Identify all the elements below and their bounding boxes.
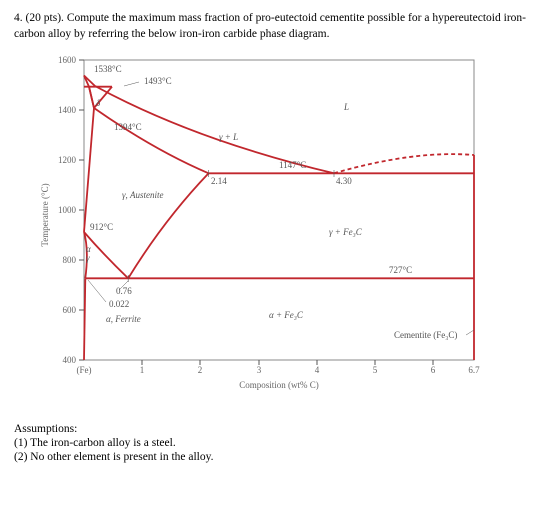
svg-text:1538°C: 1538°C [94, 64, 122, 74]
svg-text:1493°C: 1493°C [144, 76, 172, 86]
svg-text:0.022: 0.022 [109, 299, 129, 309]
phase-diagram: 400 600 800 1000 1200 1400 1600 (Fe) 1 2… [34, 50, 494, 413]
svg-text:4: 4 [315, 365, 320, 375]
y-ticks: 400 600 800 1000 1200 1400 1600 [58, 55, 84, 365]
x-axis-label: Composition (wt% C) [239, 380, 319, 390]
svg-text:5: 5 [373, 365, 378, 375]
assumption-2: (2) No other element is present in the a… [14, 451, 526, 463]
svg-text:(Fe): (Fe) [77, 365, 92, 375]
svg-text:1200: 1200 [58, 155, 77, 165]
svg-text:α, Ferrite: α, Ferrite [106, 314, 141, 324]
svg-text:6.7: 6.7 [468, 365, 480, 375]
curve-ticks [128, 170, 334, 282]
assumptions-block: Assumptions: (1) The iron-carbon alloy i… [14, 423, 526, 463]
assumption-1: (1) The iron-carbon alloy is a steel. [14, 437, 526, 449]
q-number: 4. [14, 12, 23, 24]
svg-text:1000: 1000 [58, 205, 77, 215]
svg-text:1394°C: 1394°C [114, 122, 142, 132]
svg-text:1400: 1400 [58, 105, 77, 115]
svg-text:0.76: 0.76 [116, 286, 132, 296]
assumptions-header: Assumptions: [14, 423, 526, 435]
svg-text:400: 400 [63, 355, 77, 365]
svg-text:α + Fe₃C: α + Fe₃C [269, 310, 304, 320]
svg-text:1147°C: 1147°C [279, 160, 306, 170]
svg-text:Cementite (Fe₃C): Cementite (Fe₃C) [394, 330, 457, 340]
diagram-labels: 1538°C 1493°C δ 1394°C γ + L L 1147°C 2.… [86, 64, 474, 340]
question-text: 4. (20 pts). Compute the maximum mass fr… [14, 10, 526, 42]
svg-text:γ: γ [86, 253, 90, 263]
svg-text:1600: 1600 [58, 55, 77, 65]
svg-text:2.14: 2.14 [211, 176, 227, 186]
svg-text:1: 1 [140, 365, 145, 375]
q-body: Compute the maximum mass fraction of pro… [14, 12, 526, 40]
svg-text:γ + L: γ + L [219, 132, 238, 142]
x-ticks: (Fe) 1 2 3 4 5 6 6.7 [77, 360, 481, 375]
svg-text:800: 800 [63, 255, 77, 265]
phase-diagram-svg: 400 600 800 1000 1200 1400 1600 (Fe) 1 2… [34, 50, 494, 410]
svg-text:γ + Fe₃C: γ + Fe₃C [329, 227, 363, 237]
svg-text:L: L [343, 102, 349, 112]
svg-text:2: 2 [198, 365, 203, 375]
y-axis-label: Temperature (°C) [40, 184, 50, 247]
svg-text:γ, Austenite: γ, Austenite [122, 190, 164, 200]
svg-text:3: 3 [257, 365, 262, 375]
svg-text:4.30: 4.30 [336, 176, 352, 186]
svg-text:6: 6 [431, 365, 436, 375]
q-points: (20 pts). [26, 12, 64, 24]
svg-text:912°C: 912°C [90, 222, 113, 232]
svg-text:600: 600 [63, 305, 77, 315]
svg-text:727°C: 727°C [389, 265, 412, 275]
